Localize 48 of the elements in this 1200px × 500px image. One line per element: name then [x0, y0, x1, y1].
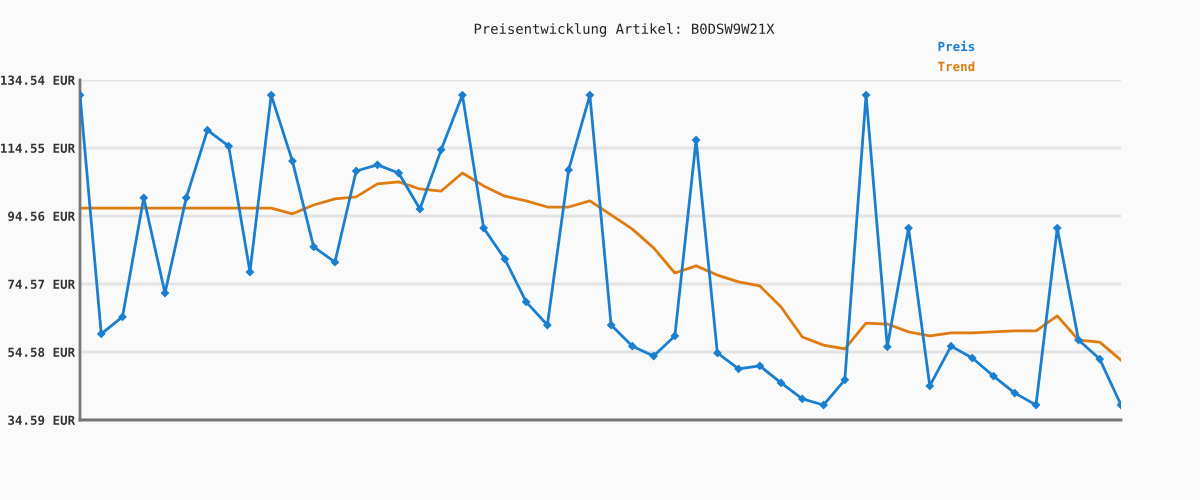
point [946, 342, 956, 351]
point [989, 371, 998, 381]
point [309, 242, 318, 251]
point [203, 126, 212, 135]
point [628, 342, 637, 351]
point [1031, 400, 1041, 410]
point [97, 329, 106, 339]
point [352, 166, 361, 176]
point [479, 223, 488, 233]
point [522, 297, 531, 307]
point [670, 331, 679, 341]
point [606, 320, 616, 330]
point [118, 312, 127, 322]
point [1010, 388, 1019, 398]
point [861, 90, 871, 100]
point [139, 193, 148, 202]
y-tick-label: 34.59 EUR [8, 415, 76, 425]
y-tick-label: 74.57 EUR [8, 279, 76, 289]
point [734, 364, 743, 374]
point [755, 361, 764, 371]
point [437, 145, 446, 155]
point [776, 378, 786, 388]
point [585, 90, 595, 100]
point [713, 348, 722, 358]
point [182, 193, 191, 202]
line-series [80, 171, 1121, 362]
point [543, 320, 552, 330]
point [500, 254, 510, 264]
text: Trend [938, 61, 975, 72]
point [840, 375, 849, 384]
point [373, 160, 382, 169]
point [798, 394, 807, 404]
text: Preis [938, 40, 975, 52]
point [649, 351, 658, 361]
point [1095, 354, 1104, 364]
y-tick-label: 54.58 EUR [8, 347, 76, 357]
y-tick-label: 94.56 EUR [8, 211, 76, 221]
point [564, 165, 573, 175]
point [968, 353, 977, 363]
point [330, 257, 340, 267]
y-tick-label: 134.54 EUR [1, 75, 76, 85]
point [224, 141, 233, 151]
chart-title: Preisentwicklung Artikel: B0DSW9W21X [474, 23, 775, 37]
point [691, 135, 701, 145]
point [415, 204, 425, 214]
point [394, 168, 403, 178]
point [288, 156, 297, 166]
y-tick-label: 114.55 EUR [1, 143, 76, 153]
